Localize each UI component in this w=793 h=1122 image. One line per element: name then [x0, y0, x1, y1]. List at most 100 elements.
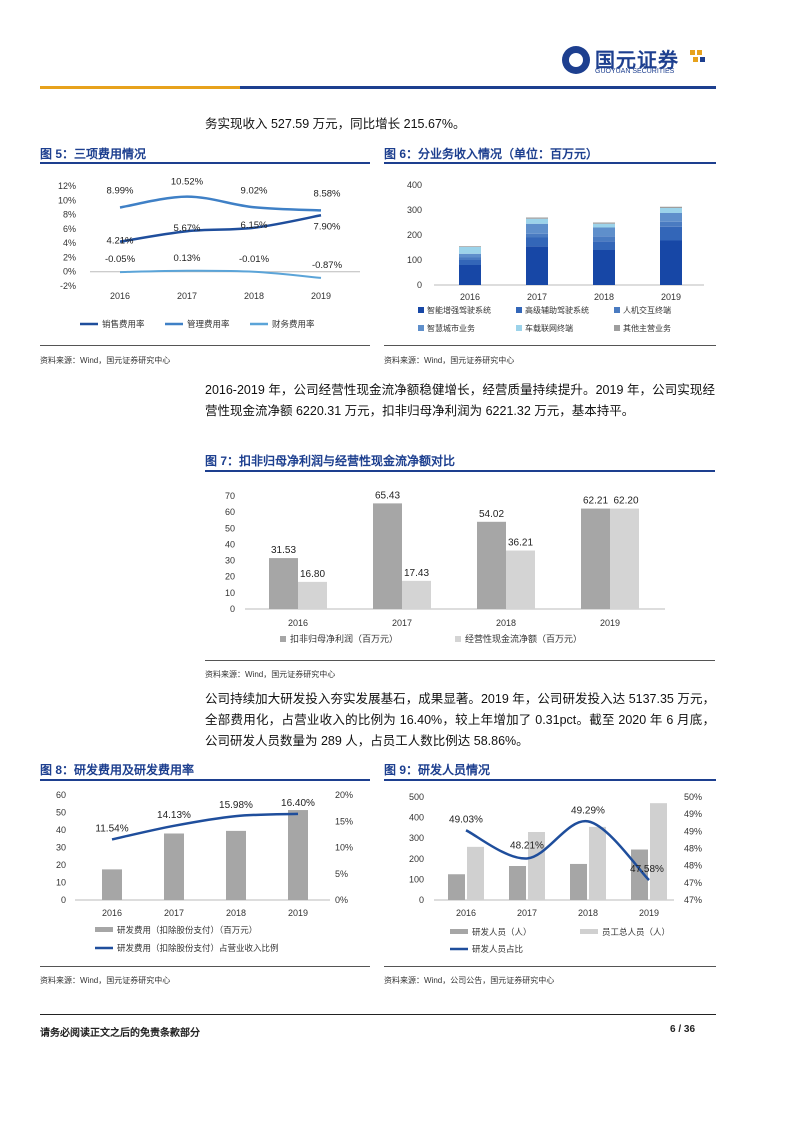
fig7-bar — [298, 581, 327, 609]
fig6-x-tick: 2017 — [527, 292, 547, 302]
fig8-rule — [40, 779, 370, 781]
fig8-y2-tick: 10% — [335, 843, 353, 853]
fig6-legend-swatch — [614, 307, 620, 313]
header-rule — [40, 86, 716, 89]
fig8-data-label: 14.13% — [157, 810, 191, 821]
fig5-x-tick: 2016 — [110, 291, 130, 301]
fig5-legend-label: 管理费用率 — [187, 319, 230, 329]
fig6-legend-swatch — [516, 325, 522, 331]
fig6-bar-segment — [526, 217, 548, 219]
fig9-y-tick: 100 — [409, 874, 424, 884]
fig6-bar-segment — [593, 236, 615, 242]
footer-disclaimer: 请务必阅读正文之后的免责条款部分 — [40, 1028, 200, 1039]
fig6-bottom-rule — [384, 345, 716, 346]
fig7-y-tick: 60 — [225, 507, 235, 517]
fig5-y-tick: 8% — [63, 210, 76, 220]
fig7-source: 资料来源：Wind，国元证券研究中心 — [205, 670, 336, 679]
fig5-y-tick: 6% — [63, 224, 76, 234]
top-paragraph: 务实现收入 527.59 万元，同比增长 215.67%。 — [205, 117, 466, 131]
fig9-bar-rnd — [570, 863, 587, 900]
fig6-bar-segment — [660, 226, 682, 241]
fig7-bar — [269, 558, 298, 609]
fig9-y2-tick: 49% — [684, 809, 702, 819]
fig8-y-tick: 50 — [56, 808, 66, 818]
fig6-bar-segment — [593, 241, 615, 250]
fig5-legend-label: 财务费用率 — [272, 319, 315, 329]
fig6-bar-segment — [660, 208, 682, 213]
fig8-x-tick: 2017 — [164, 908, 184, 918]
fig8-y2-tick: 0% — [335, 895, 348, 905]
fig6-bar-segment — [526, 237, 548, 247]
paragraph-cashflow: 2016-2019 年，公司经营性现金流净额稳健增长，经营质量持续提升。2019… — [205, 383, 715, 418]
fig6-chart: 400 300 200 100 0 2016 2017 2018 2019 智能增强驾驶系统 高级辅… — [407, 180, 704, 333]
fig8-bar — [226, 830, 246, 900]
fig6-x-tick: 2019 — [661, 292, 681, 302]
fig6-bar-segment — [593, 227, 615, 237]
fig6-bar-segment — [459, 247, 481, 254]
fig8-y-tick: 40 — [56, 825, 66, 835]
company-logo: 国元证券 GUOYUAN SECURITIES — [562, 44, 712, 80]
fig9-bar-total — [528, 832, 545, 900]
logo-icon — [562, 46, 590, 74]
fig6-title: 图 6：分业务收入情况（单位：百万元） — [384, 147, 599, 161]
fig6-legend-label: 人机交互终端 — [623, 305, 671, 315]
fig8-x-tick: 2018 — [226, 908, 246, 918]
fig6-bar-segment — [459, 246, 481, 247]
fig7-data-label: 17.43 — [404, 568, 429, 579]
fig5-data-label: -0.05% — [105, 254, 136, 265]
fig7-y-tick: 10 — [225, 588, 235, 598]
fig7-y-tick: 40 — [225, 539, 235, 549]
fig9-y2-tick: 47% — [684, 895, 702, 905]
fig9-bar-rnd — [509, 866, 526, 900]
fig8-y-tick: 20 — [56, 860, 66, 870]
fig9-source: 资料来源：Wind，公司公告，国元证券研究中心 — [384, 976, 555, 985]
fig6-y-tick: 300 — [407, 205, 422, 215]
fig6-legend-swatch — [614, 325, 620, 331]
fig5-line-1 — [119, 214, 322, 243]
fig7-x-tick: 2018 — [496, 618, 516, 628]
fig5-data-label: 6.15% — [241, 220, 268, 231]
fig8-legend-label: 研发费用（扣除股份支付）占营业收入比例 — [117, 943, 279, 953]
fig6-legend-swatch — [418, 307, 424, 313]
logo-text-en: GUOYUAN SECURITIES — [595, 68, 675, 75]
fig6-bar-segment — [660, 206, 682, 208]
fig6-x-tick: 2016 — [460, 292, 480, 302]
fig6-rule — [384, 162, 716, 164]
fig5-data-label: 7.90% — [314, 221, 341, 232]
fig7-legend-swatch — [455, 636, 461, 642]
fig9-ratio-line — [465, 820, 650, 881]
fig6-y-tick: 0 — [417, 280, 422, 290]
fig9-x-tick: 2016 — [456, 908, 476, 918]
fig9-y-tick: 300 — [409, 833, 424, 843]
page-number: 6 / 36 — [670, 1024, 696, 1035]
fig8-y2-tick: 15% — [335, 816, 353, 826]
fig9-legend-label: 员工总人员（人） — [602, 927, 670, 937]
fig6-bar-segment — [526, 233, 548, 238]
fig7-y-tick: 50 — [225, 523, 235, 533]
fig8-bar — [102, 869, 122, 900]
fig6-bar-segment — [459, 265, 481, 285]
fig5-data-label: 9.02% — [241, 185, 268, 196]
fig9-data-label: 49.29% — [571, 805, 605, 816]
fig5-x-tick: 2018 — [244, 291, 264, 301]
fig7-x-tick: 2019 — [600, 618, 620, 628]
fig7-rule — [205, 470, 715, 472]
fig6-bar-segment — [459, 260, 481, 265]
fig9-bar-total — [589, 826, 606, 900]
fig8-ratio-line — [111, 812, 299, 841]
fig6-bar-segment — [526, 223, 548, 234]
fig9-data-label: 48.21% — [510, 840, 544, 851]
fig6-bar-segment — [459, 253, 481, 258]
fig6-legend-swatch — [516, 307, 522, 313]
fig8-bar — [288, 810, 308, 900]
fig6-y-tick: 100 — [407, 255, 422, 265]
fig9-y2-tick: 48% — [684, 861, 702, 871]
fig7-legend-swatch — [280, 636, 286, 642]
fig5-data-label: -0.01% — [239, 254, 270, 265]
fig9-bar-rnd — [448, 874, 465, 900]
fig6-y-tick: 200 — [407, 230, 422, 240]
fig8-x-tick: 2019 — [288, 908, 308, 918]
fig5-data-label: 10.52% — [171, 177, 204, 188]
fig9-y2-tick: 48% — [684, 844, 702, 854]
fig7-data-label: 31.53 — [271, 545, 296, 556]
